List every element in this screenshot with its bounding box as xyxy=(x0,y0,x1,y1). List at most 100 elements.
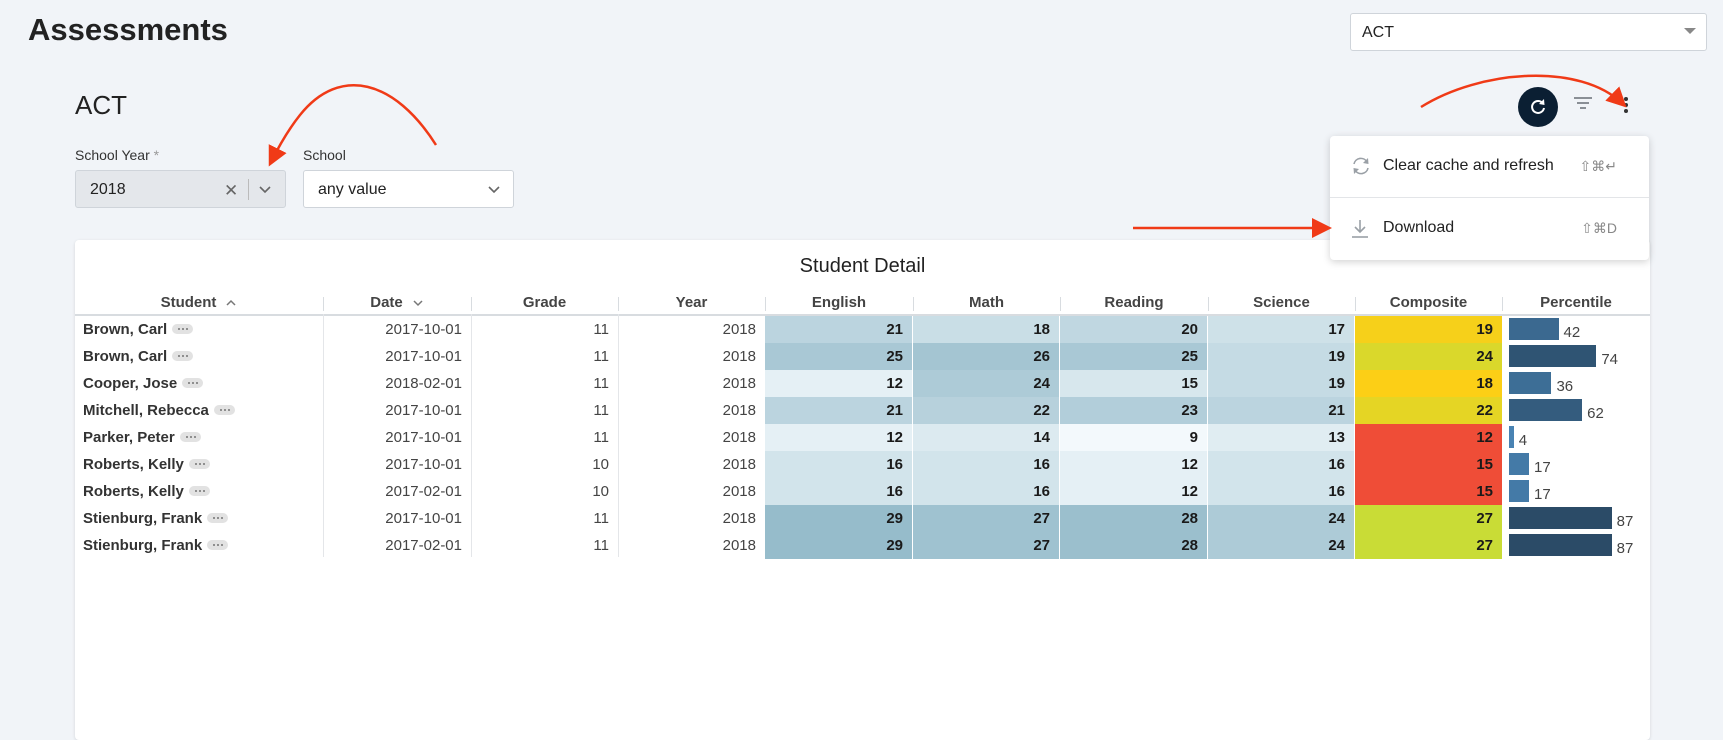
student-name[interactable]: Brown, Carl xyxy=(83,321,168,338)
cell-year: 2018 xyxy=(618,478,765,505)
cell-value: 16 xyxy=(1033,456,1050,473)
column-header-label: Year xyxy=(675,294,708,311)
caret-down-icon xyxy=(1684,28,1696,34)
chevron-down-icon[interactable] xyxy=(258,183,272,197)
cell-math: 26 xyxy=(913,343,1060,370)
cell-science: 19 xyxy=(1208,343,1355,370)
more-actions-icon[interactable] xyxy=(172,324,194,335)
school-year-label: School Year * xyxy=(75,147,159,163)
school-year-select[interactable]: 2018 ✕ xyxy=(75,170,286,208)
cell-year: 2018 xyxy=(618,370,765,397)
select-separator xyxy=(248,179,249,200)
student-name[interactable]: Roberts, Kelly xyxy=(83,483,184,500)
cell-value: 2017-02-01 xyxy=(385,537,462,554)
student-name[interactable]: Brown, Carl xyxy=(83,348,168,365)
more-actions-icon[interactable] xyxy=(182,378,204,389)
cell-date: 2018-02-01 xyxy=(323,370,471,397)
cell-reading: 25 xyxy=(1060,343,1208,370)
cell-math: 24 xyxy=(913,370,1060,397)
more-actions-icon[interactable] xyxy=(172,351,194,362)
more-actions-icon[interactable] xyxy=(188,459,210,470)
student-name[interactable]: Mitchell, Rebecca xyxy=(83,402,209,419)
cell-science: 24 xyxy=(1208,532,1355,559)
cell-value: 27 xyxy=(1476,537,1493,554)
more-actions-icon[interactable] xyxy=(179,432,201,443)
required-marker: * xyxy=(153,147,160,163)
header-separator xyxy=(1355,297,1356,311)
cell-value: 11 xyxy=(593,510,609,527)
cell-value: 2017-02-01 xyxy=(385,483,462,500)
more-options-icon[interactable] xyxy=(1623,96,1629,114)
column-header-science[interactable]: Science xyxy=(1208,292,1355,314)
refresh-icon xyxy=(1353,157,1369,175)
more-actions-icon[interactable] xyxy=(207,540,229,551)
cell-value: 2018 xyxy=(722,348,756,365)
column-header-year[interactable]: Year xyxy=(618,292,765,314)
student-name[interactable]: Stienburg, Frank xyxy=(83,510,203,527)
column-header-reading[interactable]: Reading xyxy=(1060,292,1208,314)
filter-icon[interactable] xyxy=(1574,96,1592,110)
menu-item-shortcut: ⇧⌘D xyxy=(1581,220,1617,236)
chevron-down-icon[interactable] xyxy=(487,183,501,197)
cell-value: 24 xyxy=(1033,375,1050,392)
column-header-percentile[interactable]: Percentile xyxy=(1502,292,1650,314)
column-separator xyxy=(618,314,619,557)
download-icon xyxy=(1352,220,1368,238)
cell-value: 2017-10-01 xyxy=(385,348,462,365)
cell-composite: 22 xyxy=(1355,397,1502,424)
cell-value: 16 xyxy=(1328,456,1345,473)
cell-value: 20 xyxy=(1181,321,1198,338)
column-header-label: Math xyxy=(969,294,1004,311)
cell-composite: 27 xyxy=(1355,505,1502,532)
assessment-select[interactable]: ACT xyxy=(1350,13,1707,51)
column-separator xyxy=(323,314,324,557)
student-name[interactable]: Parker, Peter xyxy=(83,429,175,446)
header-separator xyxy=(323,297,324,311)
cell-grade: 11 xyxy=(471,370,618,397)
column-header-english[interactable]: English xyxy=(765,292,913,314)
student-name[interactable]: Cooper, Jose xyxy=(83,375,178,392)
menu-item-download[interactable]: Download ⇧⌘D xyxy=(1330,198,1649,259)
cell-value: 23 xyxy=(1181,402,1198,419)
column-header-math[interactable]: Math xyxy=(913,292,1060,314)
school-select[interactable]: any value xyxy=(303,170,514,208)
cell-value: 13 xyxy=(1328,429,1345,446)
cell-date: 2017-10-01 xyxy=(323,424,471,451)
cell-value: 29 xyxy=(886,510,903,527)
cell-value: 10 xyxy=(592,483,609,500)
cell-english: 16 xyxy=(765,478,913,505)
cell-math: 16 xyxy=(913,478,1060,505)
cell-student: Mitchell, Rebecca xyxy=(75,397,323,424)
header-separator xyxy=(1208,297,1209,311)
sort-descending-icon[interactable] xyxy=(412,298,424,308)
cell-english: 25 xyxy=(765,343,913,370)
clear-icon[interactable]: ✕ xyxy=(224,181,239,200)
student-detail-card: Student Detail Student Date Grade Year Engli… xyxy=(75,240,1650,740)
menu-item-clear-cache[interactable]: Clear cache and refresh ⇧⌘↵ xyxy=(1330,136,1649,197)
more-actions-icon[interactable] xyxy=(213,405,235,416)
student-name[interactable]: Roberts, Kelly xyxy=(83,456,184,473)
more-actions-icon[interactable] xyxy=(188,486,210,497)
cell-year: 2018 xyxy=(618,451,765,478)
cell-english: 29 xyxy=(765,532,913,559)
cell-value: 16 xyxy=(886,456,903,473)
column-header-date[interactable]: Date xyxy=(323,292,471,314)
more-actions-icon[interactable] xyxy=(207,513,229,524)
column-header-grade[interactable]: Grade xyxy=(471,292,618,314)
cell-grade: 11 xyxy=(471,397,618,424)
cell-value: 2018 xyxy=(722,537,756,554)
cell-value: 12 xyxy=(1476,429,1493,446)
student-name[interactable]: Stienburg, Frank xyxy=(83,537,203,554)
column-header-student[interactable]: Student xyxy=(75,292,323,314)
cell-date: 2017-10-01 xyxy=(323,397,471,424)
refresh-button[interactable] xyxy=(1518,87,1558,127)
cell-value: 2018 xyxy=(722,321,756,338)
cell-year: 2018 xyxy=(618,343,765,370)
sort-ascending-icon[interactable] xyxy=(225,298,237,308)
cell-math: 27 xyxy=(913,532,1060,559)
cell-english: 21 xyxy=(765,316,913,343)
cell-year: 2018 xyxy=(618,532,765,559)
cell-value: 25 xyxy=(1181,348,1198,365)
cell-science: 17 xyxy=(1208,316,1355,343)
column-header-composite[interactable]: Composite xyxy=(1355,292,1502,314)
